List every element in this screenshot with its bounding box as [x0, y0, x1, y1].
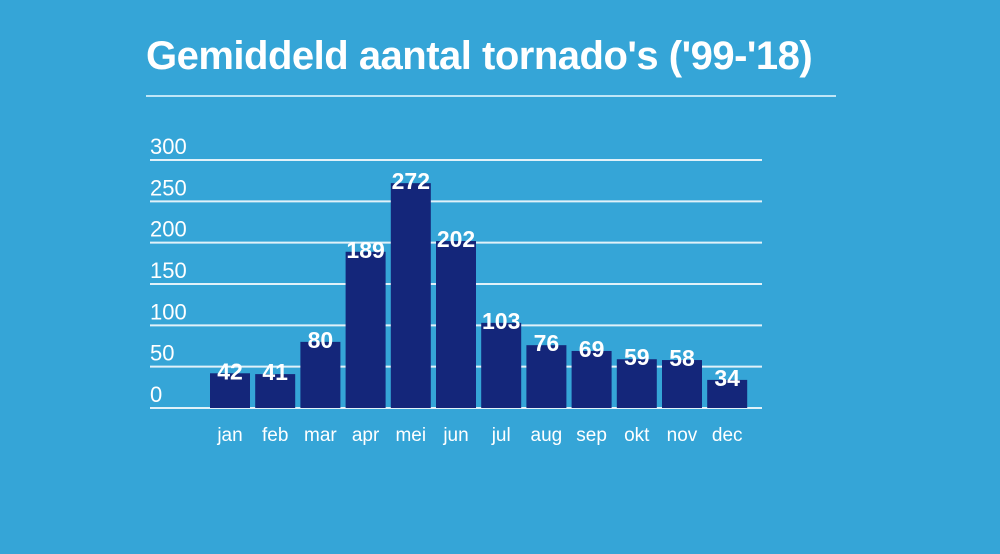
- x-tick-label: aug: [531, 425, 563, 446]
- data-label: 42: [217, 358, 243, 384]
- data-label: 58: [669, 345, 695, 371]
- data-label: 103: [482, 308, 520, 334]
- bar-dec: [707, 379, 748, 408]
- bar-apr: [345, 251, 386, 408]
- y-tick-label: 50: [150, 341, 174, 366]
- data-label: 76: [534, 330, 560, 356]
- bar-aug: [526, 345, 567, 408]
- bar-mei: [390, 183, 431, 408]
- x-tick-label: feb: [262, 425, 288, 446]
- x-tick-label: mei: [395, 425, 426, 446]
- x-tick-label: okt: [624, 425, 650, 446]
- bar-mar: [300, 341, 341, 408]
- x-tick-label: apr: [352, 425, 380, 446]
- data-label: 34: [714, 365, 740, 391]
- data-label: 59: [624, 344, 650, 370]
- x-tick-label: dec: [712, 425, 743, 446]
- x-tick-label: jul: [491, 425, 511, 446]
- bar-jun: [436, 241, 476, 408]
- bar-feb: [255, 374, 296, 408]
- x-tick-label: jan: [216, 425, 242, 446]
- data-label: 69: [579, 336, 605, 362]
- chart-title: Gemiddeld aantal tornado's ('99-'18): [146, 34, 813, 78]
- x-tick-label: sep: [576, 425, 607, 446]
- y-tick-label: 150: [150, 258, 187, 283]
- bar-jul: [481, 322, 522, 408]
- y-tick-label: 200: [150, 217, 187, 242]
- x-tick-label: mar: [304, 425, 337, 446]
- bar-sep: [571, 350, 612, 408]
- data-label: 272: [392, 168, 430, 194]
- y-tick-label: 300: [150, 134, 187, 159]
- data-label: 189: [346, 237, 384, 263]
- data-label: 80: [308, 327, 334, 353]
- bar-okt: [616, 359, 657, 408]
- title-divider: [146, 95, 836, 97]
- bar-nov: [662, 360, 702, 408]
- y-tick-label: 250: [150, 175, 187, 200]
- x-tick-label: jun: [442, 425, 468, 446]
- data-label: 202: [437, 226, 475, 252]
- y-tick-label: 100: [150, 299, 187, 324]
- bar-jan: [210, 373, 250, 408]
- y-tick-label: 0: [150, 382, 162, 407]
- x-tick-label: nov: [667, 425, 698, 446]
- data-label: 41: [262, 359, 288, 385]
